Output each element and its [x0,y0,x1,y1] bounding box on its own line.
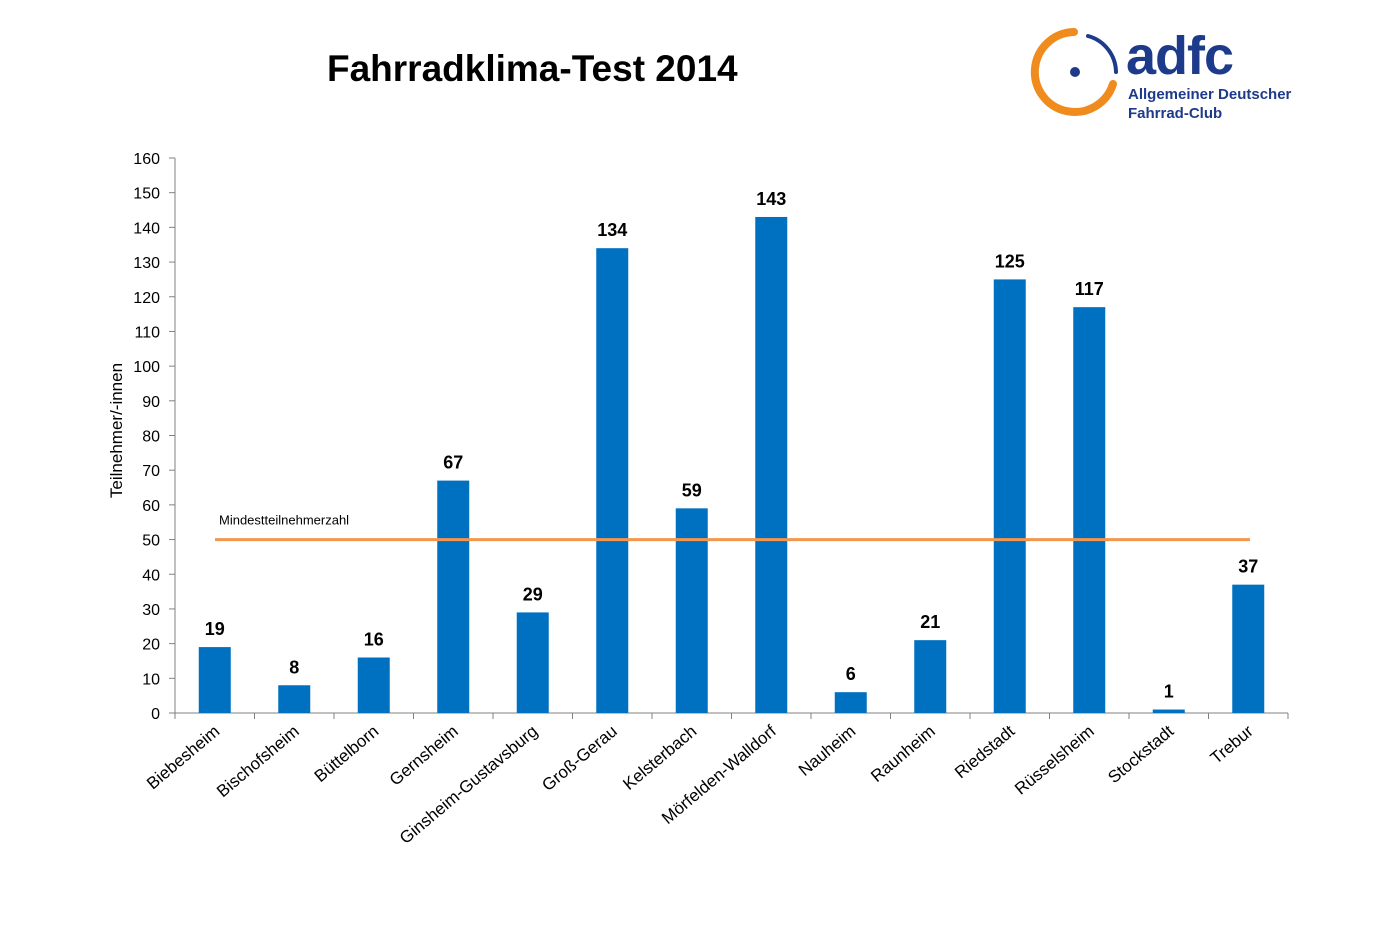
bar [1152,709,1185,713]
bar [357,657,390,713]
bar [596,248,629,713]
chart-title: Fahrradklima-Test 2014 [327,48,738,89]
y-tick-label: 120 [133,290,160,307]
bar [1073,307,1106,713]
bar [993,279,1026,713]
category-label: Stockstadt [1104,721,1177,787]
bar [1232,584,1265,713]
y-tick-label: 30 [142,602,160,619]
bar [516,612,549,713]
logo-tagline-line-2: Fahrrad-Club [1128,105,1223,122]
y-tick-label: 110 [134,324,160,341]
y-tick-label: 60 [142,498,160,515]
category-label: Raunheim [867,722,939,786]
category-label: Nauheim [795,722,859,780]
bar [437,480,470,713]
y-tick-label: 130 [133,255,160,272]
category-label: Ginsheim-Gustavsburg [396,722,541,848]
adfc-logo: adfc Allgemeiner Deutscher Fahrrad-Club [1030,26,1300,131]
bar [834,692,867,713]
category-label: Büttelborn [311,722,383,786]
y-tick-label: 20 [142,637,160,654]
category-label: Biebesheim [143,722,223,794]
data-label: 1 [1164,682,1174,702]
data-label: 143 [756,189,786,209]
category-label: Riedstadt [951,721,1018,782]
y-tick-label: 40 [142,567,160,584]
y-tick-label: 140 [133,220,160,237]
category-label: Bischofsheim [213,722,303,802]
data-label: 37 [1238,557,1258,577]
y-tick-label: 50 [142,533,160,550]
y-tick-label: 10 [142,671,160,688]
y-tick-label: 150 [133,186,160,203]
data-label: 16 [364,630,384,650]
y-tick-label: 0 [151,706,160,723]
reference-line-label: Mindestteilnehmerzahl [219,513,349,528]
y-tick-label: 70 [142,463,160,480]
data-label: 21 [920,612,940,632]
bar [755,216,788,713]
bar [198,647,231,713]
y-tick-label: 160 [133,151,160,168]
data-label: 59 [682,480,702,500]
data-label: 6 [846,664,856,684]
logo-tagline-line-1: Allgemeiner Deutscher [1128,86,1292,103]
y-axis-title: Teilnehmer/-innen [107,363,126,498]
category-label: Rüsselsheim [1011,722,1098,799]
data-label: 125 [995,251,1025,271]
data-label: 67 [443,453,463,473]
logo-ring-icon [1030,28,1118,116]
y-tick-label: 80 [142,429,160,446]
data-label: 117 [1075,279,1104,299]
data-label: 134 [597,220,627,240]
y-tick-label: 90 [142,394,160,411]
category-label: Kelsterbach [619,722,700,794]
bar [675,508,708,713]
data-label: 19 [205,619,225,639]
category-label: Groß-Gerau [538,722,620,795]
category-label: Trebur [1207,721,1257,768]
y-tick-label: 100 [133,359,160,376]
category-label: Gernsheim [386,722,462,790]
data-label: 8 [289,657,299,677]
bar [914,640,947,713]
logo-wordmark: adfc [1126,26,1234,86]
bar [278,685,311,713]
data-label: 29 [523,584,543,604]
